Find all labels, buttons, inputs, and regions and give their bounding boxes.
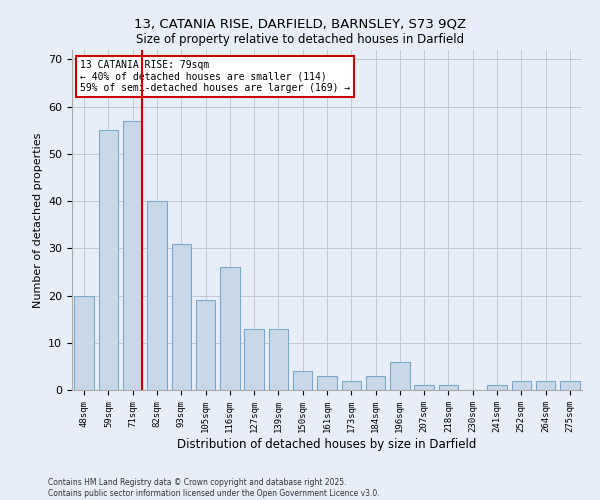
Bar	[147, 201, 167, 390]
Bar	[244, 328, 264, 390]
X-axis label: Distribution of detached houses by size in Darfield: Distribution of detached houses by size …	[178, 438, 476, 450]
Bar	[220, 267, 239, 390]
Bar	[269, 328, 288, 390]
Bar	[123, 121, 142, 390]
Text: Size of property relative to detached houses in Darfield: Size of property relative to detached ho…	[136, 32, 464, 46]
Bar	[99, 130, 118, 390]
Bar	[172, 244, 191, 390]
Bar	[439, 386, 458, 390]
Bar	[512, 380, 531, 390]
Bar	[196, 300, 215, 390]
Bar	[366, 376, 385, 390]
Bar	[560, 380, 580, 390]
Text: 13 CATANIA RISE: 79sqm
← 40% of detached houses are smaller (114)
59% of semi-de: 13 CATANIA RISE: 79sqm ← 40% of detached…	[80, 60, 350, 94]
Bar	[74, 296, 94, 390]
Text: Contains HM Land Registry data © Crown copyright and database right 2025.
Contai: Contains HM Land Registry data © Crown c…	[48, 478, 380, 498]
Bar	[293, 371, 313, 390]
Y-axis label: Number of detached properties: Number of detached properties	[32, 132, 43, 308]
Bar	[317, 376, 337, 390]
Bar	[415, 386, 434, 390]
Text: 13, CATANIA RISE, DARFIELD, BARNSLEY, S73 9QZ: 13, CATANIA RISE, DARFIELD, BARNSLEY, S7…	[134, 18, 466, 30]
Bar	[390, 362, 410, 390]
Bar	[487, 386, 507, 390]
Bar	[341, 380, 361, 390]
Bar	[536, 380, 555, 390]
